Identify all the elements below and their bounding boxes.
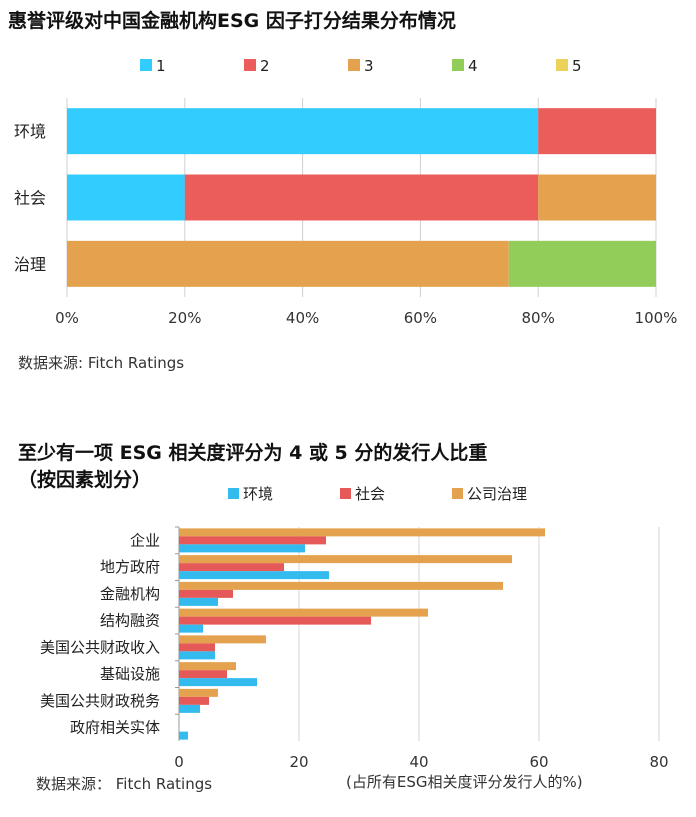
chart1-bar-segment (67, 108, 539, 155)
chart2-x-axis-title: (占所有ESG相关度评分发行人的%) (346, 773, 583, 791)
legend-label-3: 3 (364, 57, 374, 75)
chart2-x-tick-label: 60 (529, 753, 548, 771)
chart2-category-label: 政府相关实体 (70, 719, 160, 737)
legend-swatch-5 (556, 59, 568, 71)
chart1-category-label: 社会 (14, 189, 46, 208)
chart1-x-tick-label: 0% (55, 309, 79, 327)
legend-label-环境: 环境 (243, 485, 273, 503)
legend-swatch-4 (452, 59, 464, 71)
chart2-category-label: 美国公共财政收入 (40, 638, 160, 656)
legend-label-2: 2 (260, 57, 270, 75)
chart2-title: 至少有一项 ESG 相关度评分为 4 或 5 分的发行人比重 （按因素划分） (18, 440, 487, 494)
chart2-bar-环境 (179, 731, 188, 740)
legend-label-公司治理: 公司治理 (467, 485, 527, 503)
chart2-bar-社会 (179, 563, 284, 572)
chart2-bar-公司治理 (179, 662, 236, 671)
chart1-bar-segment (67, 174, 185, 221)
chart1-bar-segment (184, 174, 539, 221)
chart2-bar-公司治理 (179, 635, 266, 644)
legend-label-社会: 社会 (355, 485, 385, 503)
chart2-x-tick-label: 40 (409, 753, 428, 771)
chart1-title: 惠誉评级对中国金融机构ESG 因子打分结果分布情况 (8, 10, 456, 32)
legend-swatch-3 (348, 59, 360, 71)
chart2-bar-环境 (179, 704, 200, 713)
chart2-category-label: 基础设施 (100, 665, 160, 683)
chart2-bar-环境 (179, 544, 305, 553)
chart2-bar-环境 (179, 597, 218, 606)
chart1-bar-segment (538, 108, 656, 155)
chart2-bar-环境 (179, 651, 215, 660)
chart2-x-tick-label: 0 (174, 753, 184, 771)
chart1-category-label: 治理 (14, 255, 46, 274)
chart2-category-label: 金融机构 (100, 585, 160, 603)
chart2-bar-社会 (179, 536, 326, 545)
chart2-bar-公司治理 (179, 608, 428, 617)
chart1-bar-segment (508, 240, 656, 287)
chart1-bar-segment (67, 240, 509, 287)
chart2-bar-社会 (179, 589, 233, 598)
legend-label-5: 5 (572, 57, 582, 75)
chart1-source: 数据来源: Fitch Ratings (18, 354, 185, 372)
chart2-bar-环境 (179, 678, 257, 687)
chart2-title-line-2: （按因素划分） (18, 469, 152, 491)
chart2-category-label: 企业 (130, 531, 160, 549)
chart1-bar-segment (538, 174, 656, 221)
chart2-x-tick-label: 80 (649, 753, 668, 771)
chart2-bar-公司治理 (179, 528, 545, 537)
legend-swatch-社会 (340, 488, 351, 499)
chart2-bar-社会 (179, 696, 209, 705)
legend-swatch-环境 (228, 488, 239, 499)
chart2-bar-公司治理 (179, 688, 218, 697)
chart1-x-tick-label: 80% (522, 309, 555, 327)
chart2-x-tick-label: 20 (289, 753, 308, 771)
chart1-category-label: 环境 (14, 122, 46, 141)
chart2-category-label: 地方政府 (100, 558, 160, 576)
chart2-bar-社会 (179, 643, 215, 652)
chart2-source: 数据来源： Fitch Ratings (36, 775, 213, 793)
chart2-bar-公司治理 (179, 555, 512, 564)
legend-swatch-1 (140, 59, 152, 71)
chart2-title-line-1: 至少有一项 ESG 相关度评分为 4 或 5 分的发行人比重 (18, 442, 488, 464)
chart2-bar-公司治理 (179, 581, 503, 590)
legend-swatch-公司治理 (452, 488, 463, 499)
chart1-x-tick-label: 40% (286, 309, 319, 327)
legend-swatch-2 (244, 59, 256, 71)
chart2-bar-社会 (179, 616, 371, 625)
legend-label-1: 1 (156, 57, 166, 75)
chart1-x-tick-label: 100% (635, 309, 678, 327)
chart2-bar-社会 (179, 670, 227, 679)
chart2-bar-环境 (179, 624, 203, 633)
legend-label-4: 4 (468, 57, 478, 75)
chart2-bar-环境 (179, 571, 329, 580)
chart1-x-tick-label: 20% (168, 309, 201, 327)
chart2-category-label: 美国公共财政税务 (40, 692, 160, 710)
chart1-x-tick-label: 60% (404, 309, 437, 327)
chart2-category-label: 结构融资 (100, 612, 160, 630)
